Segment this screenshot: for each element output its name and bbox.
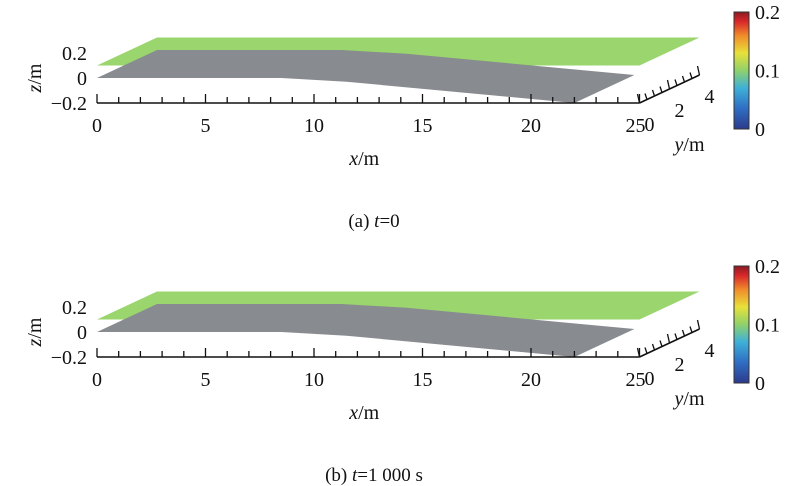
y-tick-label: 0: [645, 368, 655, 390]
y-tick-mark: [689, 72, 693, 79]
y-tick-mark: [644, 93, 648, 100]
colorbar: [733, 11, 750, 130]
y-tick-label: 4: [705, 86, 715, 108]
x-ticks: [96, 94, 641, 103]
y-tick-mark: [674, 333, 678, 340]
bed-surface: [97, 50, 635, 103]
y-tick-mark: [689, 326, 693, 333]
y-ticks: [636, 319, 701, 358]
z-tick-label: −0.2: [51, 347, 87, 369]
x-tick-label: 15: [413, 115, 433, 137]
x-tick-label: 20: [521, 115, 541, 137]
y-tick-label: 0: [645, 114, 655, 136]
y-tick-mark: [636, 93, 641, 104]
z-axis-label: z/m: [24, 63, 46, 93]
x-tick-label: 0: [92, 369, 102, 391]
y-tick-mark: [674, 79, 678, 86]
x-tick-label: 0: [92, 115, 102, 137]
y-tick-mark: [651, 343, 656, 351]
panel-b: 0 5 10 15 20 25 0 2 4 0.2 0 −0.2 x/m y/m…: [24, 256, 780, 486]
colorbar-tick-label: 0.2: [755, 2, 780, 24]
z-tick-labels: 0.2 0 −0.2: [51, 297, 87, 369]
colorbar-tick-label: 0.2: [755, 256, 780, 278]
y-tick-label: 2: [675, 100, 685, 122]
x-axis-label: x/m: [348, 402, 379, 424]
panel-a: 0 5 10 15 20 25 0 2 4 0.2 0 −0.2 x/m y/m…: [24, 2, 780, 232]
x-tick-label: 5: [201, 369, 211, 391]
x-tick-labels: 0 5 10 15 20 25: [92, 115, 646, 137]
colorbar-ticks: 0.2 0.1 0: [755, 256, 780, 395]
colorbar: [733, 265, 750, 384]
colorbar-tick-label: 0: [755, 119, 765, 141]
y-tick-mark: [681, 75, 686, 83]
x-tick-labels: 0 5 10 15 20 25: [92, 369, 646, 391]
z-tick-label: 0.2: [62, 43, 87, 65]
y-tick-labels: 0 2 4: [645, 340, 715, 390]
z-tick-labels: 0.2 0 −0.2: [51, 43, 87, 115]
y-tick-mark: [681, 329, 686, 337]
colorbar-ticks: 0.2 0.1 0: [755, 2, 780, 141]
y-tick-mark: [659, 86, 663, 93]
colorbar-tick-label: 0.1: [755, 315, 780, 337]
z-axis-label: z/m: [24, 317, 46, 347]
y-tick-label: 4: [705, 340, 715, 362]
y-axis-label: y/m: [673, 388, 705, 410]
y-tick-labels: 0 2 4: [645, 86, 715, 136]
y-axis-label: y/m: [673, 134, 705, 156]
y-tick-mark: [644, 347, 648, 354]
y-ticks: [636, 65, 701, 104]
y-tick-mark: [636, 347, 641, 358]
y-tick-mark: [651, 89, 656, 97]
x-tick-label: 10: [304, 369, 324, 391]
z-tick-label: 0.2: [62, 297, 87, 319]
y-tick-label: 2: [675, 354, 685, 376]
x-tick-label: 5: [201, 115, 211, 137]
bed-surface: [97, 304, 635, 357]
x-tick-label: 25: [626, 369, 646, 391]
y-tick-mark: [666, 79, 671, 90]
z-tick-label: 0: [77, 322, 87, 344]
x-tick-label: 20: [521, 369, 541, 391]
panel-caption: (a) t=0: [348, 211, 399, 232]
z-tick-label: 0: [77, 68, 87, 90]
colorbar-tick-label: 0: [755, 373, 765, 395]
x-tick-label: 15: [413, 369, 433, 391]
y-tick-mark: [696, 319, 701, 330]
y-tick-mark: [696, 65, 701, 76]
x-axis-label: x/m: [348, 148, 379, 170]
panel-caption: (b) t=1 000 s: [325, 465, 423, 486]
y-tick-mark: [666, 333, 671, 344]
z-tick-label: −0.2: [51, 93, 87, 115]
colorbar-tick-label: 0.1: [755, 61, 780, 83]
x-tick-label: 25: [626, 115, 646, 137]
y-tick-mark: [659, 340, 663, 347]
x-tick-label: 10: [304, 115, 324, 137]
